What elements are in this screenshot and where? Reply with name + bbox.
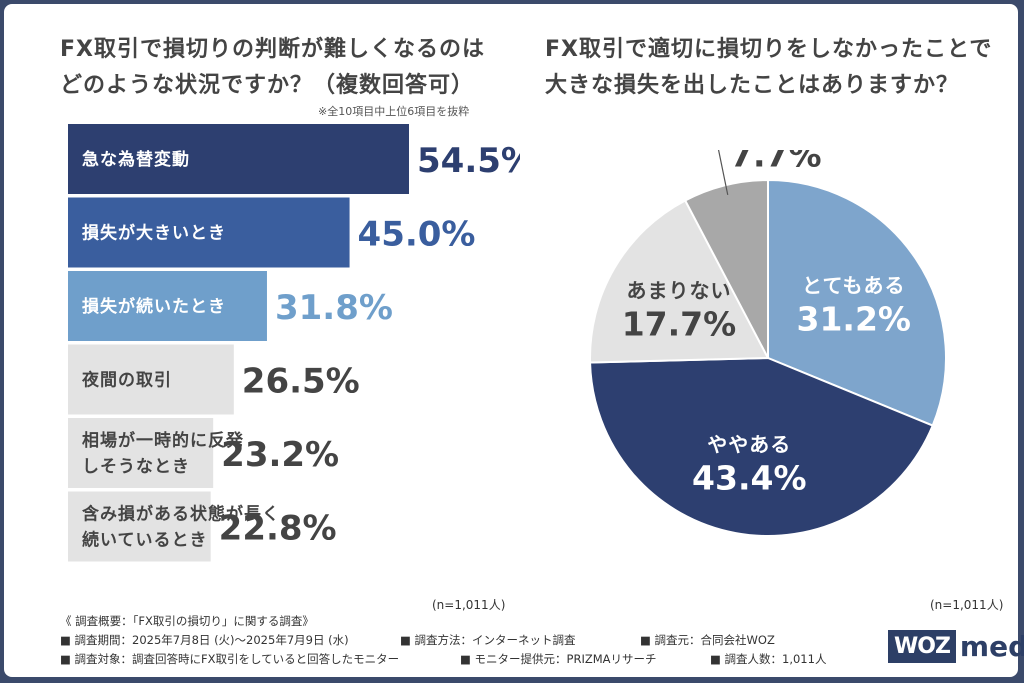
bar-3: [68, 344, 234, 415]
survey-row-2: ■ 調査対象：調査回答時にFX取引をしていると回答したモニター ■ モニター提供元…: [60, 650, 826, 669]
pie-value-2: 17.7%: [622, 305, 737, 344]
survey-heading: 《 調査概要：「FX取引の損切り」に関する調査》: [60, 614, 314, 628]
right-chart-title: FX取引で適切に損切りをしなかったことで 大きな損失を出したことはありますか？: [545, 32, 992, 104]
bar-value-2: 31.8%: [275, 288, 393, 328]
woz-media-logo: WOZ media: [888, 626, 1024, 666]
left-chart-note: ※全10項目中上位6項目を抜粋: [318, 105, 470, 118]
bar-label-1-0: 損失が大きいとき: [82, 223, 226, 244]
bar-value-1: 45.0%: [358, 215, 476, 255]
pie-slice-0: [767, 178, 947, 427]
survey-summary: 《 調査概要：「FX取引の損切り」に関する調査》 ■ 調査期間：2025年7月8…: [60, 612, 826, 669]
pie-value-3: 7.7%: [730, 150, 822, 174]
survey-period: ■ 調査期間：2025年7月8日 (火)〜2025年7月9日 (水): [60, 633, 349, 647]
survey-provider: ■ モニター提供元：PRIZMAリサーチ: [460, 652, 657, 666]
left-sample-size: (n=1,011人): [432, 598, 506, 612]
pie-leader-line: [717, 150, 729, 196]
left-title-line-2: どのような状況ですか？（複数回答可）: [60, 73, 475, 98]
bar-label-2-0: 損失が続いたとき: [82, 296, 226, 317]
pie-value-0: 31.2%: [797, 300, 912, 339]
left-chart-title: FX取引で損切りの判断が難しくなるのは どのような状況ですか？（複数回答可）: [60, 32, 485, 104]
pie-slice-1: [589, 356, 934, 537]
pie-value-1: 43.4%: [692, 459, 807, 498]
bar-4: [68, 418, 214, 488]
bar-5: [68, 491, 211, 562]
bar-label-3-0: 夜間の取引: [81, 370, 172, 391]
survey-target: ■ 調査対象：調査回答時にFX取引をしていると回答したモニター: [60, 652, 400, 666]
right-title-line-2: 大きな損失を出したことはありますか？: [545, 73, 960, 98]
pie-label-0: とてもある: [802, 274, 905, 298]
bar-label-4-0: 相場が一時的に反発: [82, 430, 244, 451]
pie-slice-2: [589, 199, 770, 364]
bar-label-0-0: 急な為替変動: [82, 149, 190, 170]
survey-count: ■ 調査人数：1,011人: [710, 652, 827, 666]
bar-label-4-1: しそうなとき: [82, 457, 190, 477]
bar-value-0: 54.5%: [417, 141, 520, 181]
left-title-line-1: FX取引で損切りの判断が難しくなるのは: [60, 37, 485, 62]
pie-label-1: ややある: [707, 433, 791, 457]
bar-value-3: 26.5%: [242, 362, 360, 402]
logo-media: media: [959, 629, 1024, 663]
pie-label-2: あまりない: [626, 279, 731, 303]
bar-label-5-0: 含み損がある状態が長く: [82, 504, 280, 525]
bar-chart: 急な為替変動 54.5% 損失が大きいとき 45.0% 損失が続いたとき 31.8% 夜間の…: [68, 124, 520, 562]
survey-method: ■ 調査方法：インターネット調査: [400, 633, 576, 647]
bar-value-4: 23.2%: [221, 435, 339, 475]
survey-source: ■ 調査元：合同会社WOZ: [640, 633, 775, 647]
survey-row-1: ■ 調査期間：2025年7月8日 (火)〜2025年7月9日 (水) ■ 調査方法…: [60, 631, 826, 650]
bar-1: [68, 197, 350, 268]
logo-woz: WOZ: [888, 629, 956, 663]
bar-value-5: 22.8%: [219, 509, 337, 549]
bar-2: [68, 271, 267, 341]
right-sample-size: (n=1,011人): [930, 598, 1004, 612]
right-title-line-1: FX取引で適切に損切りをしなかったことで: [545, 37, 993, 62]
bar-0: [68, 124, 409, 194]
bar-label-5-1: 続いているとき: [82, 530, 208, 551]
